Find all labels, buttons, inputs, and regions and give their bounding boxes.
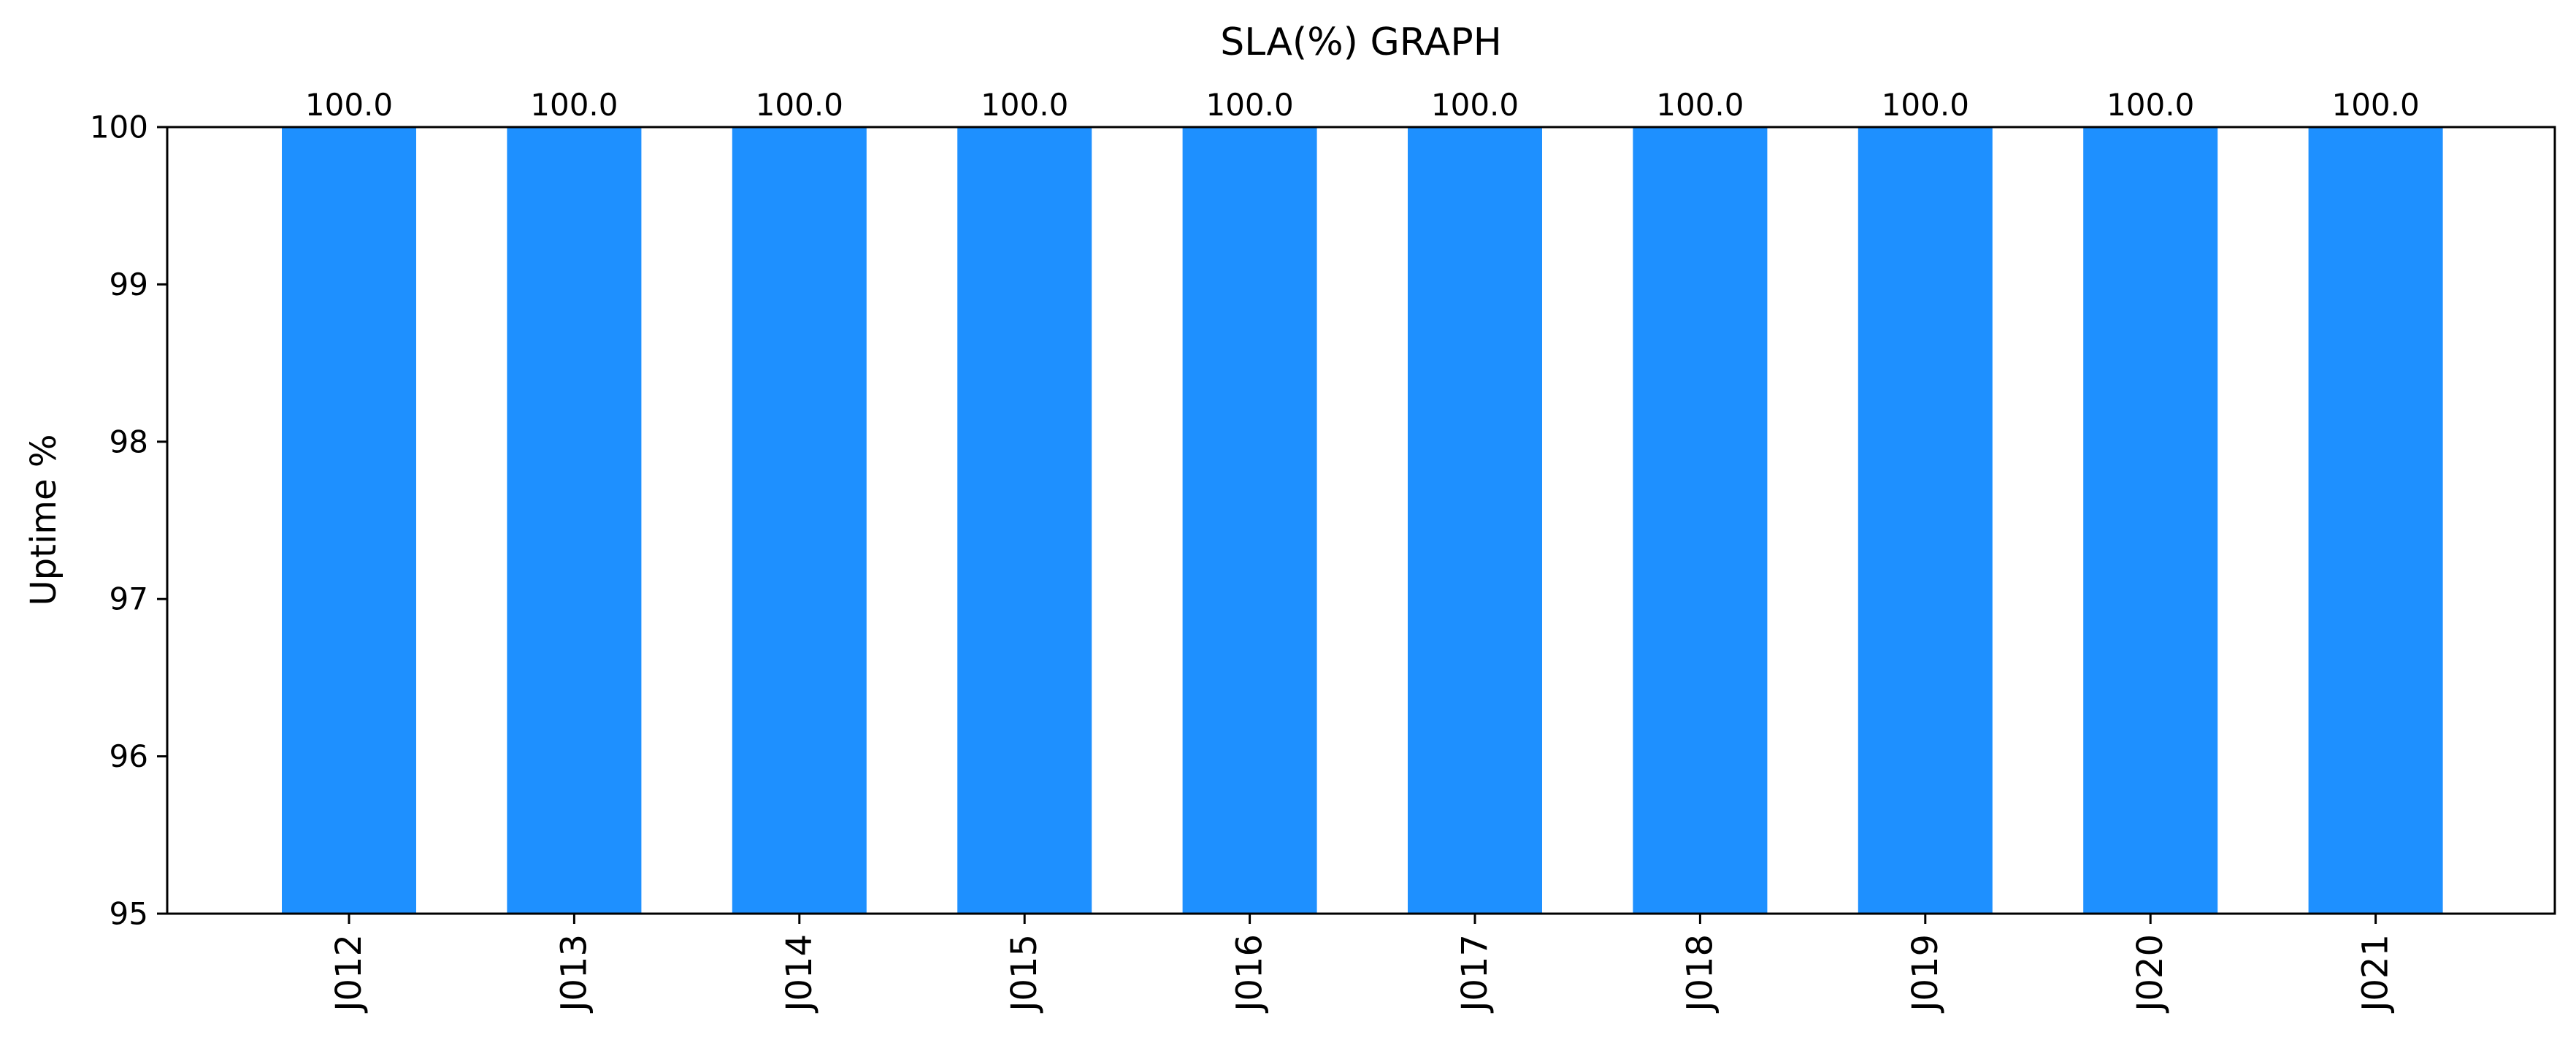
data-label-j015: 100.0 [981, 87, 1068, 123]
bar-j021 [2308, 127, 2443, 914]
data-label-j014: 100.0 [756, 87, 843, 123]
y-tick-label-95: 95 [110, 896, 148, 932]
x-tick-label-j014: J014 [779, 934, 820, 1014]
y-tick-label-96: 96 [110, 738, 148, 774]
bars-group [282, 127, 2443, 914]
bar-j014 [732, 127, 867, 914]
bar-j013 [507, 127, 642, 914]
y-axis-ticks: 95 96 97 98 99 100 [90, 110, 167, 932]
x-tick-label-j015: J015 [1004, 934, 1045, 1014]
x-tick-label-j013: J013 [553, 934, 594, 1014]
data-label-j016: 100.0 [1205, 87, 1293, 123]
x-tick-label-j020: J020 [2130, 934, 2171, 1014]
bar-j018 [1633, 127, 1768, 914]
y-tick-label-99: 99 [110, 267, 148, 302]
bar-j019 [1858, 127, 1993, 914]
x-tick-label-j012: J012 [329, 934, 369, 1014]
bar-j016 [1182, 127, 1317, 914]
plot-area-frame [166, 126, 2556, 915]
bar-j020 [2083, 127, 2218, 914]
data-label-j020: 100.0 [2107, 87, 2194, 123]
y-tick-label-100: 100 [90, 110, 148, 145]
data-label-j021: 100.0 [2331, 87, 2419, 123]
data-label-j012: 100.0 [305, 87, 393, 123]
x-tick-label-j018: J018 [1679, 934, 1720, 1014]
y-tick-label-98: 98 [110, 424, 148, 459]
x-tick-label-j017: J017 [1454, 934, 1495, 1014]
y-tick-label-97: 97 [110, 581, 148, 617]
x-tick-label-j019: J019 [1905, 934, 1946, 1014]
bar-j015 [957, 127, 1092, 914]
bar-j012 [282, 127, 416, 914]
data-label-j017: 100.0 [1431, 87, 1519, 123]
x-tick-label-j021: J021 [2355, 934, 2396, 1014]
x-axis-ticks: J012 J013 J014 J015 J016 J017 J018 J019 J020 J021 [329, 914, 2396, 1014]
y-axis-label: Uptime % [23, 435, 64, 606]
data-label-j013: 100.0 [530, 87, 618, 123]
x-tick-label-j016: J016 [1230, 934, 1270, 1014]
bar-j017 [1408, 127, 1542, 914]
data-label-j018: 100.0 [1656, 87, 1744, 123]
chart-title: SLA(%) GRAPH [1220, 20, 1502, 64]
data-labels-group: 100.0 100.0 100.0 100.0 100.0 100.0 100.0 100.0… [305, 87, 2420, 123]
data-label-j019: 100.0 [1882, 87, 1969, 123]
